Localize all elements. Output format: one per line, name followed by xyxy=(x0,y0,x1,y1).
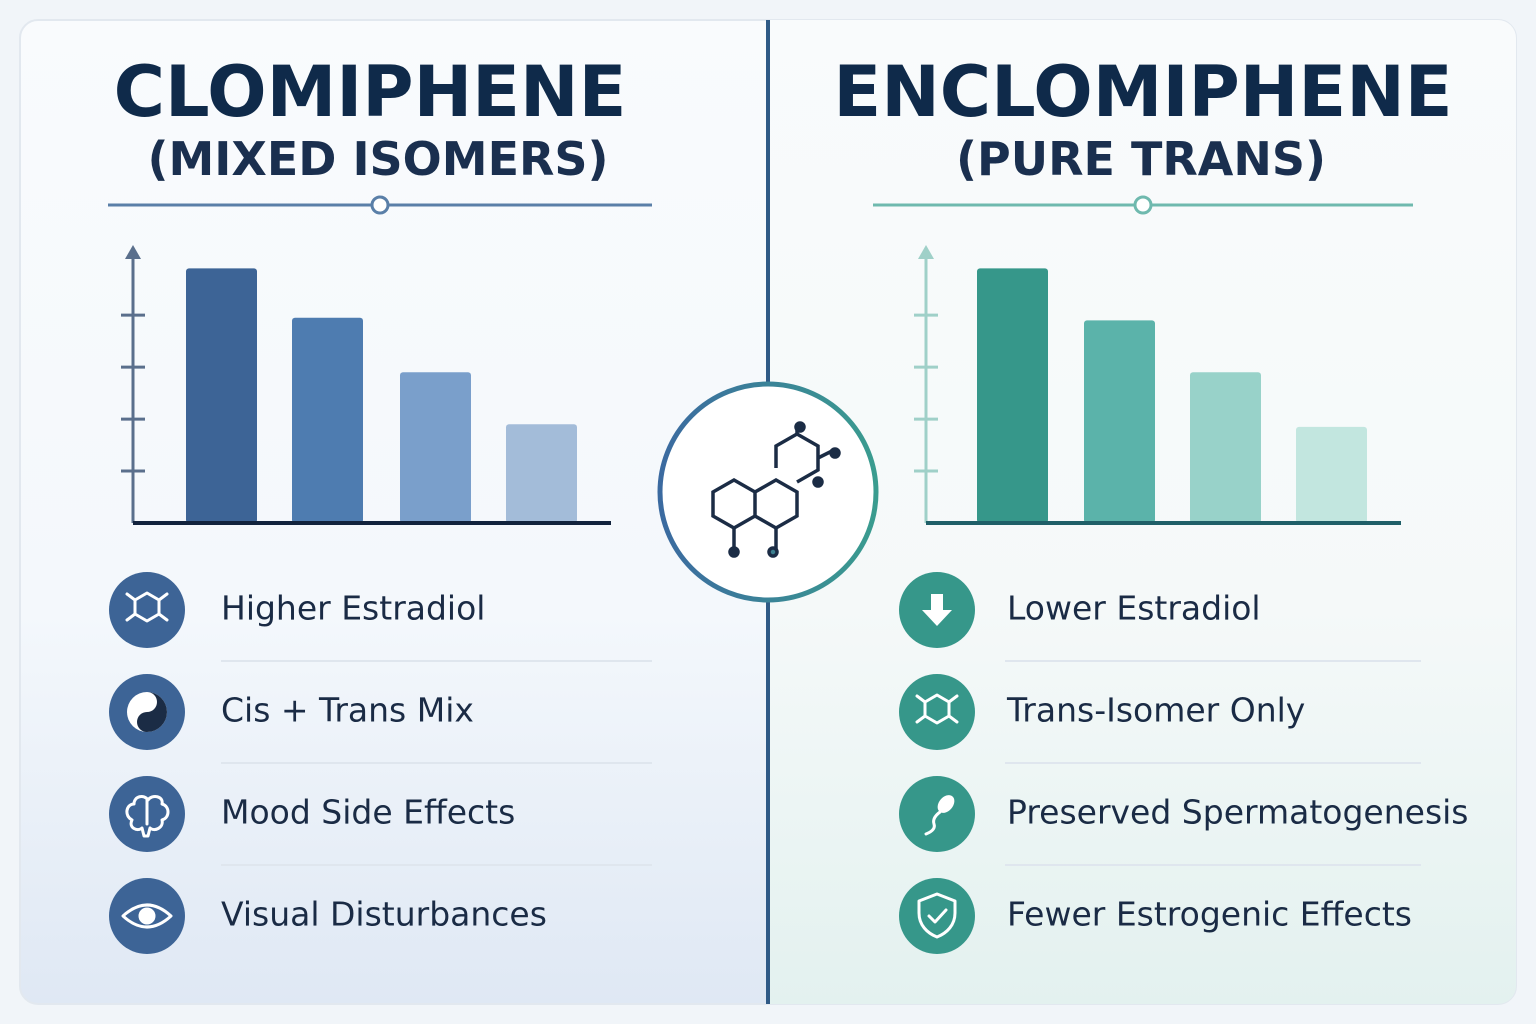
right-rule-dot xyxy=(1133,195,1153,215)
bar xyxy=(977,268,1048,523)
left-rule-dot xyxy=(370,195,390,215)
feature-label: Lower Estradiol xyxy=(1007,589,1261,628)
bar xyxy=(1084,320,1155,523)
y-axis-arrow xyxy=(125,245,141,259)
feature-label: Mood Side Effects xyxy=(221,793,515,832)
icon-eye xyxy=(121,903,173,929)
right-features: Lower Estradiol Trans-Isomer Only Preser… xyxy=(899,572,1469,954)
icon-shield xyxy=(917,892,957,939)
icon-brain xyxy=(125,795,170,838)
bar xyxy=(292,317,363,523)
molecule-icon xyxy=(711,421,841,558)
left-title: CLOMIPHENE xyxy=(114,51,627,133)
y-axis-arrow xyxy=(918,245,934,259)
icon-bg xyxy=(899,674,975,750)
icon-down-arrow xyxy=(922,594,952,626)
icon-sperm xyxy=(924,795,955,836)
left-features: Higher Estradiol Cis + Trans Mix Mood Si… xyxy=(109,572,652,954)
bar xyxy=(1296,426,1367,523)
feature-label: Visual Disturbances xyxy=(221,895,547,934)
feature-label: Preserved Spermatogenesis xyxy=(1007,793,1469,832)
feature-label: Higher Estradiol xyxy=(221,589,485,628)
right-subtitle: (PURE TRANS) xyxy=(956,132,1326,186)
icon-molecule xyxy=(915,693,959,725)
icon-molecule xyxy=(125,591,169,623)
feature-label: Fewer Estrogenic Effects xyxy=(1007,895,1412,934)
charts xyxy=(121,245,1401,525)
icon-bg xyxy=(109,572,185,648)
icon-yinyang xyxy=(127,692,167,732)
right-title: ENCLOMIPHENE xyxy=(833,51,1452,133)
bar xyxy=(1190,372,1261,523)
feature-label: Cis + Trans Mix xyxy=(221,691,474,730)
bar xyxy=(400,372,471,523)
bar xyxy=(186,268,257,523)
icon-bg xyxy=(899,878,975,954)
feature-label: Trans-Isomer Only xyxy=(1006,691,1305,730)
molecule-badge xyxy=(657,381,879,603)
bar xyxy=(506,424,577,523)
left-subtitle: (MIXED ISOMERS) xyxy=(147,132,608,186)
